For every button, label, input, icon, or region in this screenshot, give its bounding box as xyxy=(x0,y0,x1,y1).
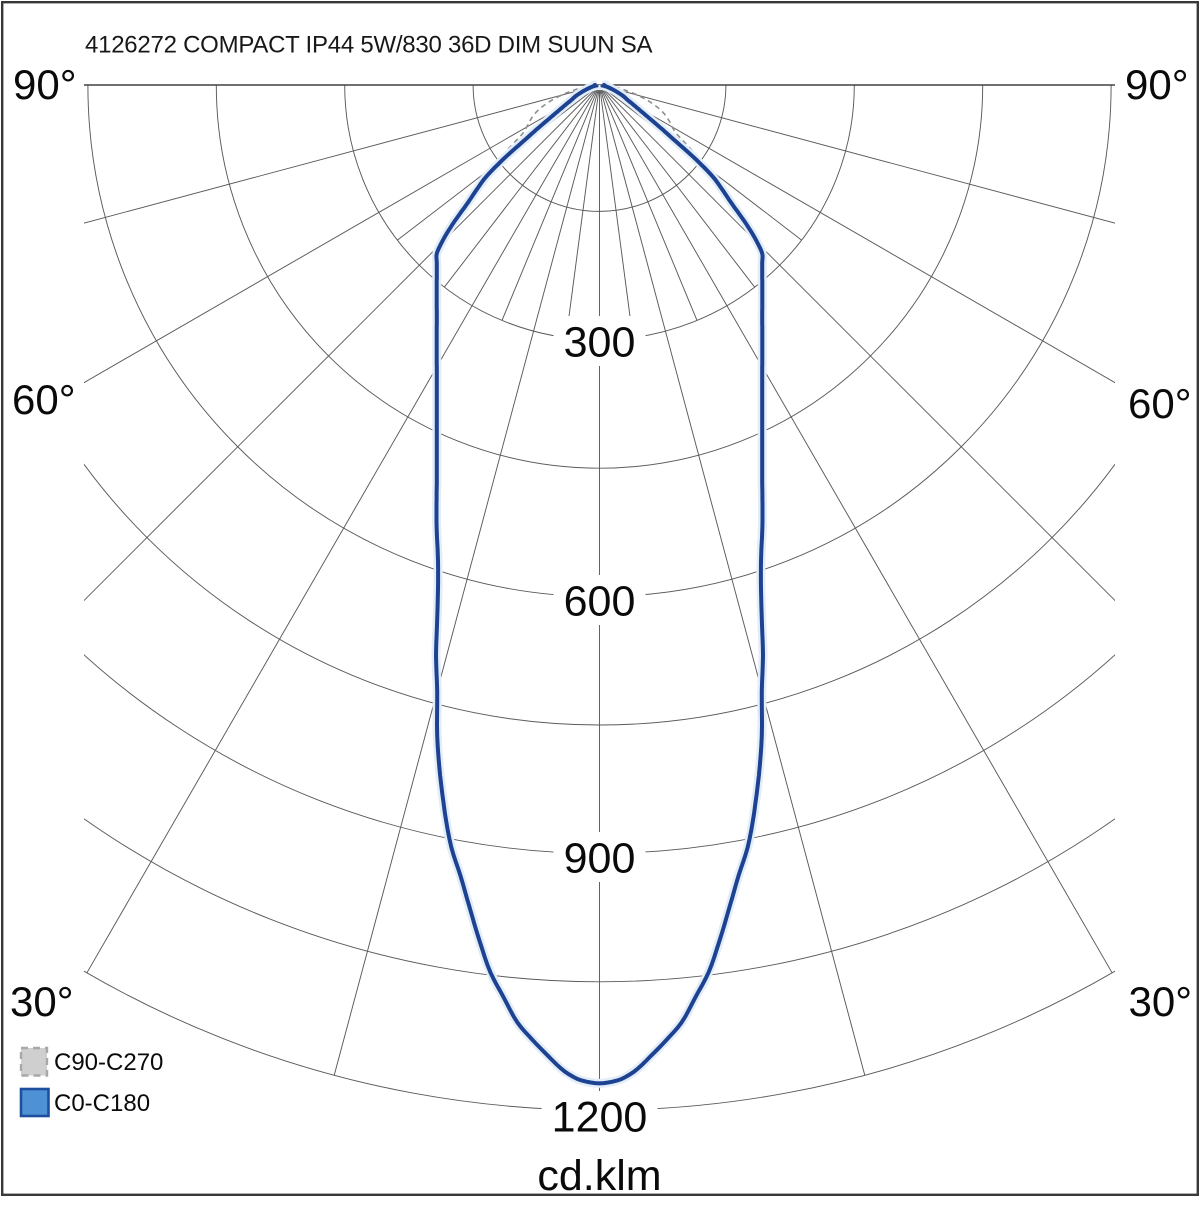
svg-text:90°: 90° xyxy=(13,61,77,108)
svg-text:C0-C180: C0-C180 xyxy=(54,1090,150,1117)
svg-text:900: 900 xyxy=(564,835,636,883)
svg-text:cd.klm: cd.klm xyxy=(537,1152,661,1200)
svg-text:300: 300 xyxy=(564,319,636,367)
svg-text:30°: 30° xyxy=(1129,978,1193,1025)
svg-text:600: 600 xyxy=(564,578,636,626)
svg-text:60°: 60° xyxy=(1128,380,1192,427)
svg-text:30°: 30° xyxy=(10,978,74,1025)
svg-text:1200: 1200 xyxy=(552,1094,648,1142)
svg-text:60°: 60° xyxy=(12,376,76,423)
svg-text:4126272 COMPACT IP44 5W/830 36: 4126272 COMPACT IP44 5W/830 36D DIM SUUN… xyxy=(85,32,653,59)
svg-text:90°: 90° xyxy=(1125,61,1189,108)
svg-text:C90-C270: C90-C270 xyxy=(54,1049,163,1076)
